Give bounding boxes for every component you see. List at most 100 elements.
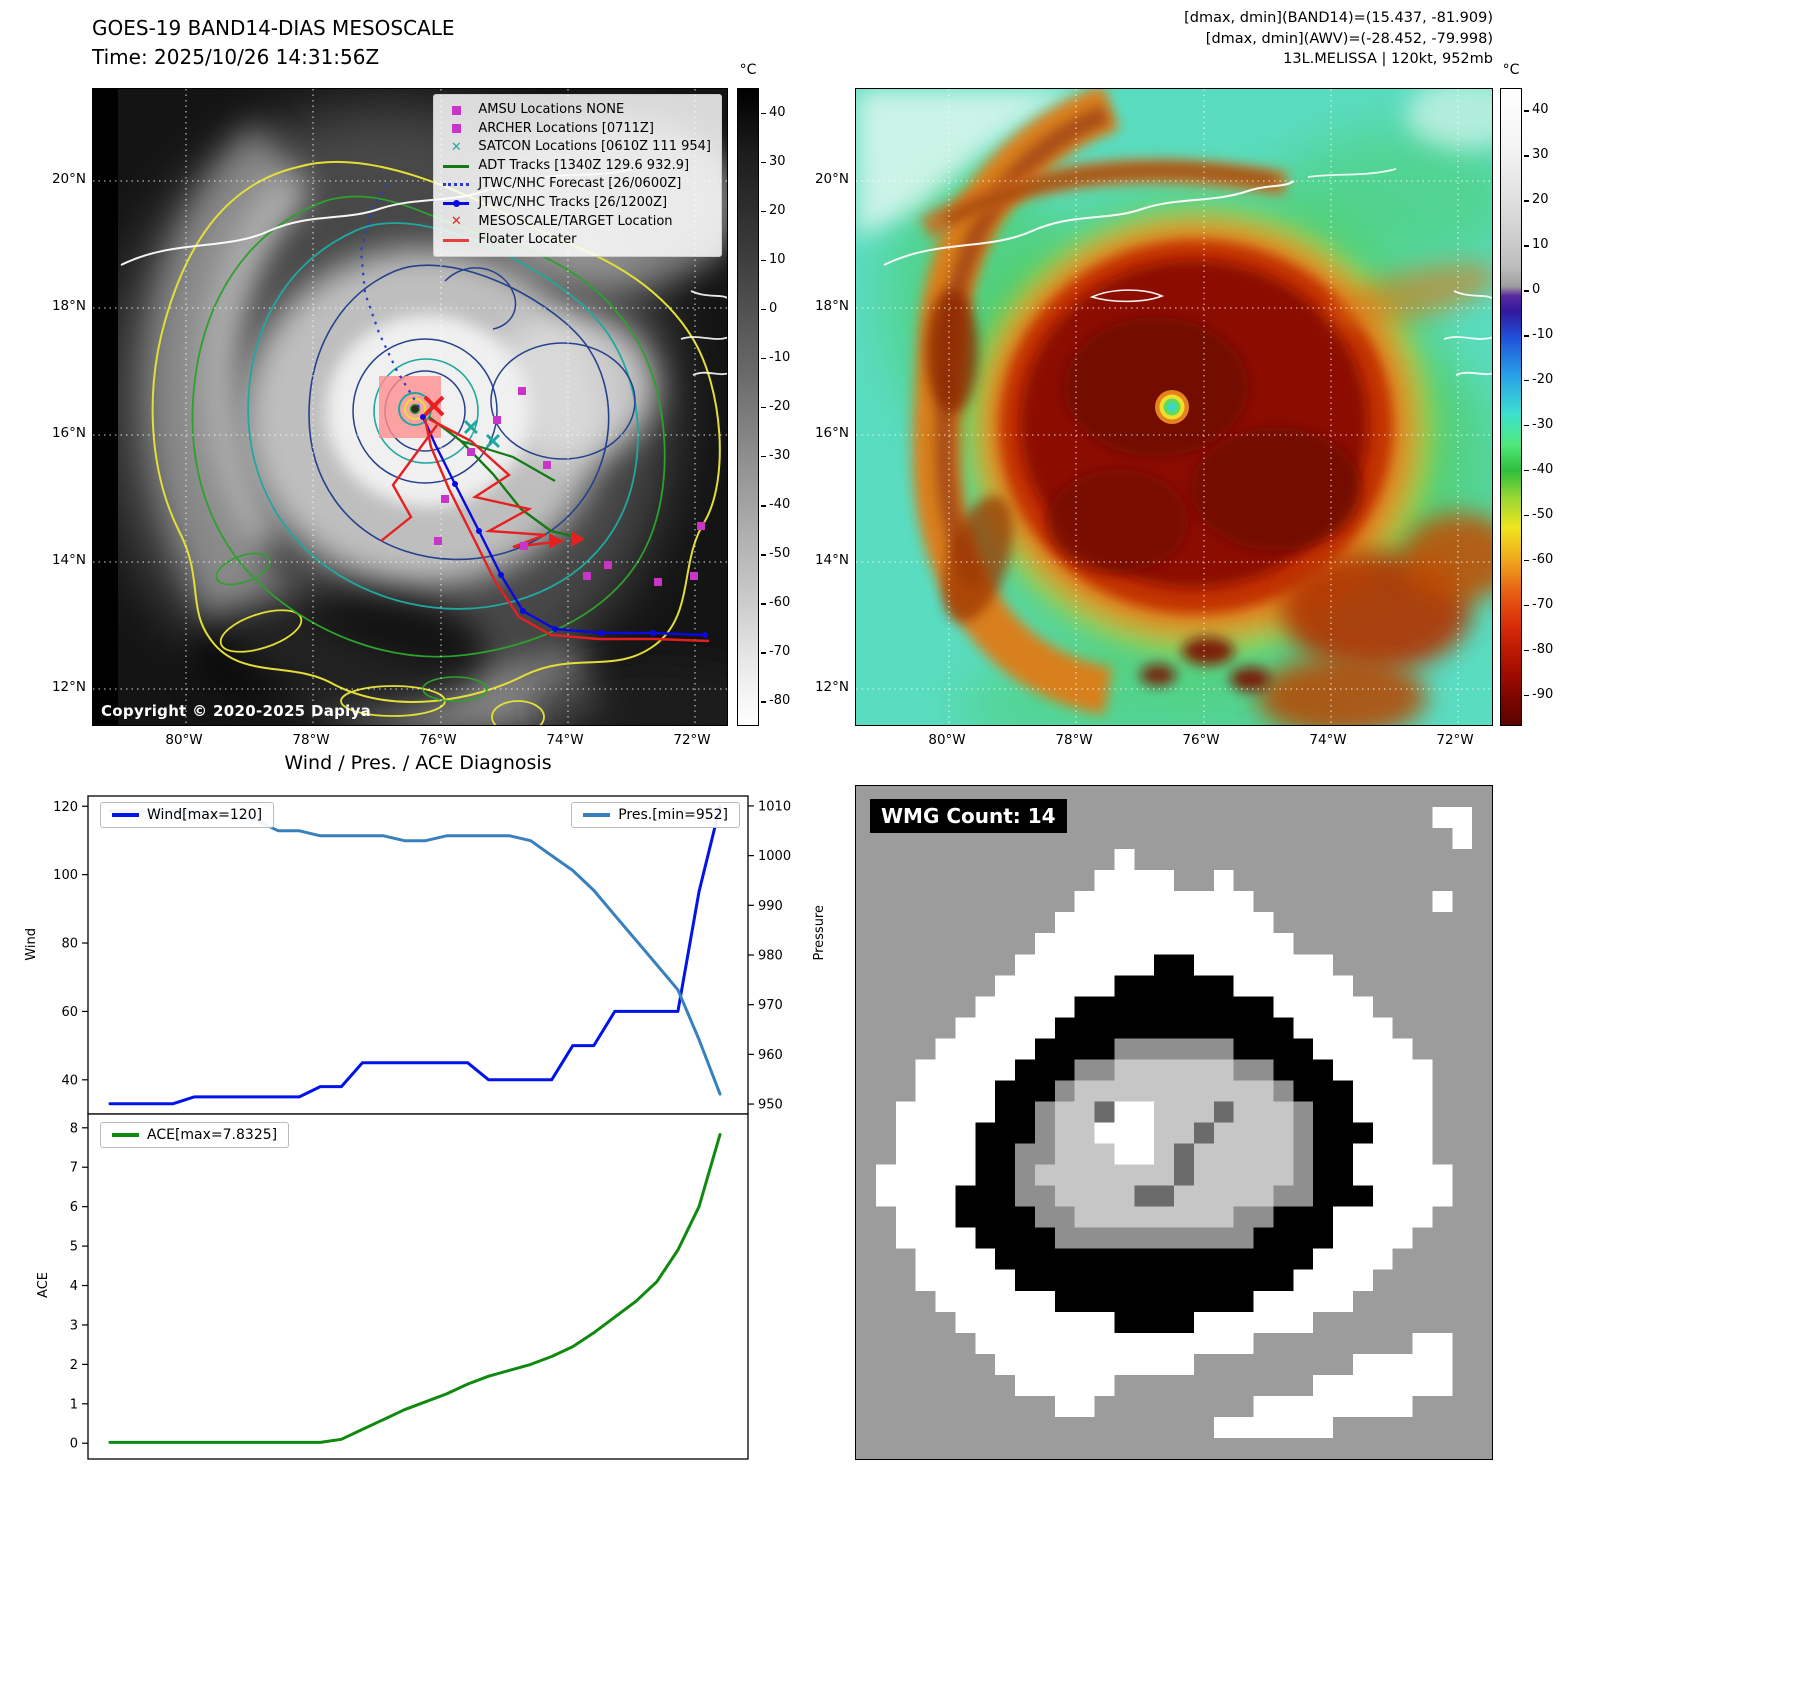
lat-tick-label: 14°N <box>51 552 86 568</box>
map-legend-label: JTWC/NHC Forecast [26/0600Z] <box>478 176 682 192</box>
colorbar-tick-label: -70 <box>1532 596 1554 612</box>
ace-chart: 0 1 2 3 4 5 6 7 8 ACE[max=7.8325] <box>70 1113 749 1460</box>
y-tick-label: 120 <box>53 800 78 815</box>
y-tick-label: 5 <box>70 1240 78 1255</box>
wind-axis-label: Wind <box>24 928 39 961</box>
pressure-legend-label: Pres.[min=952] <box>618 807 728 823</box>
hurricane-eye <box>1167 402 1177 412</box>
colorbar-tick-mark <box>761 701 766 703</box>
colorbar-tick-label: 10 <box>1532 237 1549 253</box>
y-tick-label: 60 <box>61 1005 78 1020</box>
colorbar-tick-mark <box>761 259 766 262</box>
dotted-marker-icon <box>441 183 471 187</box>
dmax-dmin-awv: [dmax, dmin](AWV)=(-28.452, -79.998) <box>1205 30 1493 47</box>
colorbar-tick-label: 20 <box>769 202 786 218</box>
ir-colorbar-ticks: 40 30 20 10 0 -10 -20 -30 -40 -50 -60 -70 -80 -90 <box>1524 88 1570 726</box>
ace-legend-label: ACE[max=7.8325] <box>147 1127 278 1143</box>
colorbar-tick-label: 20 <box>1532 192 1549 208</box>
contour-yellow <box>151 161 721 703</box>
colorbar-tick-mark <box>761 357 766 360</box>
square-marker-icon <box>441 105 471 115</box>
colorbar-tick-mark <box>1524 694 1529 696</box>
colorbar-tick-mark <box>1524 155 1529 157</box>
colorbar-tick-mark <box>761 161 766 163</box>
wmg-count-label: WMG Count: 14 <box>870 799 1067 833</box>
y-tick-label: 950 <box>758 1098 783 1113</box>
ace-axis-label: ACE <box>36 1272 51 1298</box>
wind-pressure-plot: 40 60 80 100 120 950 960 970 980 990 1000 1010 <box>53 795 791 1115</box>
wmg-panel: WMG Count: 14 <box>855 785 1493 1460</box>
colorbar-tick-label: -70 <box>769 644 791 660</box>
colorbar-tick-mark <box>761 210 766 213</box>
colorbar-tick-mark <box>761 652 766 654</box>
amsu-archer-markers <box>434 387 705 586</box>
lon-tick-label: 80°W <box>165 732 203 748</box>
colorbar-tick-label: -40 <box>769 497 791 513</box>
colorbar-tick-mark <box>761 456 766 458</box>
colorbar-tick-label: -30 <box>1532 416 1554 432</box>
y-tick-label: 980 <box>758 949 783 964</box>
satcon-markers <box>463 419 501 449</box>
map-legend-label: ARCHER Locations [0711Z] <box>478 120 654 136</box>
y-tick-label: 1 <box>70 1397 78 1412</box>
copyright-text: Copyright © 2020-2025 Dapiya <box>101 702 372 720</box>
lon-tick-label: 76°W <box>419 732 457 748</box>
lat-tick-label: 12°N <box>51 679 86 695</box>
colorbar-tick-mark <box>761 603 766 605</box>
map-legend-label: Floater Locater <box>478 232 577 248</box>
colorbar-tick-mark <box>761 407 766 409</box>
colorbar-tick-mark <box>1524 335 1529 337</box>
lon-tick-label: 74°W <box>546 732 584 748</box>
lon-tick-label: 78°W <box>292 732 330 748</box>
mesoscale-target-marker <box>423 395 445 417</box>
map-legend-label: ADT Tracks [1340Z 129.6 932.9] <box>478 157 690 173</box>
colorbar-tick-mark <box>1524 290 1529 292</box>
y-tick-label: 1010 <box>758 799 791 814</box>
left-map-title-line1: GOES-19 BAND14-DIAS MESOSCALE <box>92 16 455 40</box>
colorbar-tick-mark <box>761 308 766 311</box>
y-tick-label: 6 <box>70 1200 78 1215</box>
lon-tick-label: 78°W <box>1055 732 1093 748</box>
x-marker-icon: ✕ <box>450 139 462 155</box>
colorbar-tick-label: -80 <box>769 693 791 709</box>
lon-tick-label: 74°W <box>1309 732 1347 748</box>
lat-tick-label: 20°N <box>51 171 86 187</box>
wind-line-swatch <box>112 813 139 817</box>
left-map-title: GOES-19 BAND14-DIAS MESOSCALE Time: 2025… <box>92 14 455 72</box>
colorbar-tick-mark <box>1524 380 1529 382</box>
map-legend-item: ✕ MESOSCALE/TARGET Location <box>441 213 711 232</box>
ir-colorbar-unit: °C <box>1502 62 1520 78</box>
colorbar-tick-mark <box>1524 245 1529 247</box>
band14-satellite-map: AMSU Locations NONE ARCHER Locations [071… <box>92 88 728 726</box>
map-legend-label: MESOSCALE/TARGET Location <box>478 213 673 229</box>
jtwc-track <box>420 414 708 638</box>
colorbar-tick-label: -20 <box>769 399 791 414</box>
map-legend-item: ✕ SATCON Locations [0610Z 111 954] <box>441 138 711 157</box>
map-legend-item: Floater Locater <box>441 231 711 250</box>
colorbar-tick-label: -30 <box>769 448 791 464</box>
colorbar-tick-mark <box>1524 649 1529 651</box>
wind-legend: Wind[max=120] <box>100 802 275 828</box>
contour-navy <box>308 264 610 561</box>
wind-pressure-chart: 40 60 80 100 120 950 960 970 980 990 1000 1010 Wind… <box>53 795 791 1115</box>
hurricane-eye <box>409 403 421 415</box>
coastline-cuba <box>883 180 1295 266</box>
pressure-axis-label: Pressure <box>812 905 827 961</box>
x-marker-icon: ✕ <box>450 214 462 230</box>
enhanced-ir-map <box>855 88 1493 726</box>
wmg-pixel-image <box>856 786 1492 1459</box>
colorbar-tick-label: -50 <box>1532 506 1554 522</box>
adt-track <box>428 416 586 541</box>
colorbar-tick-mark <box>761 505 766 507</box>
colorbar-tick-label: 30 <box>769 153 786 169</box>
coastline-jamaica <box>1089 289 1165 303</box>
lon-tick-label: 76°W <box>1182 732 1220 748</box>
map-legend: AMSU Locations NONE ARCHER Locations [071… <box>433 94 722 257</box>
map-legend-item: ADT Tracks [1340Z 129.6 932.9] <box>441 157 711 176</box>
colorbar-tick-mark <box>1524 559 1529 562</box>
band14-colorbar-unit: °C <box>739 62 757 78</box>
pressure-line-swatch <box>583 813 611 817</box>
y-tick-label: 2 <box>70 1358 78 1373</box>
map-legend-label: SATCON Locations [0610Z 111 954] <box>478 139 711 155</box>
line-dot-marker-icon <box>441 199 471 207</box>
